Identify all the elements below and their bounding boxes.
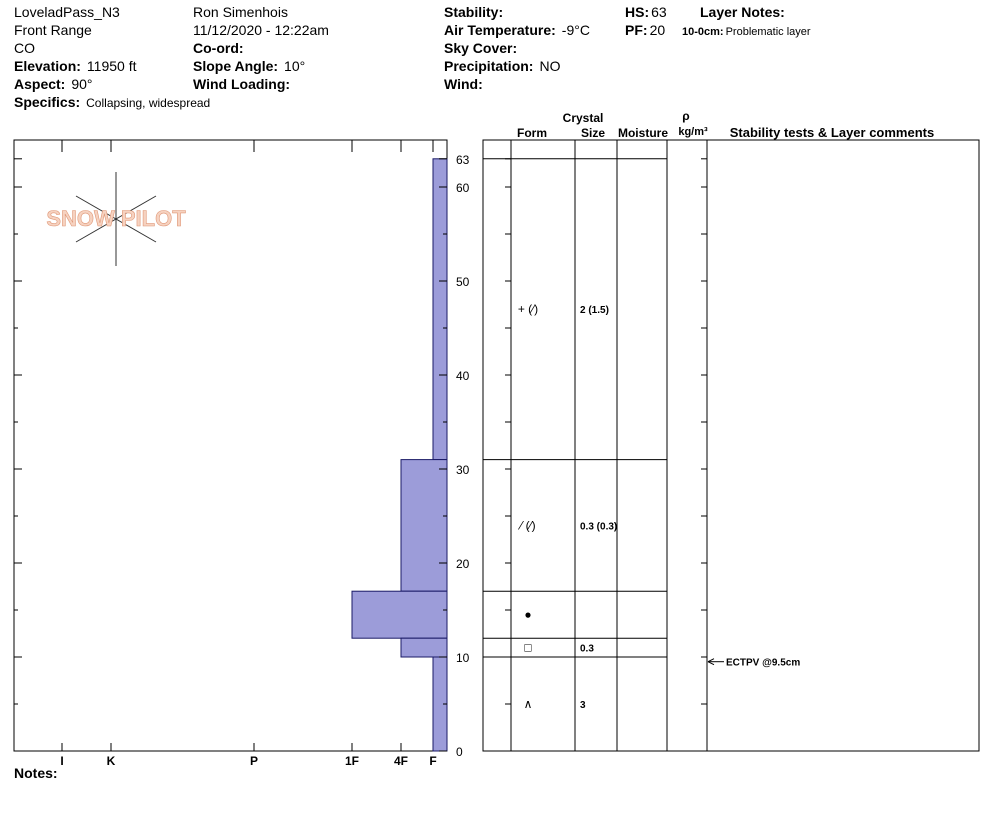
hardness-bar <box>400 637 448 658</box>
header-field: Slope Angle: 10° <box>193 58 305 74</box>
header-field: Front Range <box>14 22 92 38</box>
field-value: 10° <box>284 58 305 74</box>
y-tick-label: 60 <box>456 181 470 195</box>
field-label: Specifics: <box>14 94 80 110</box>
header-field: Stability: <box>444 4 503 20</box>
field-label: Sky Cover: <box>444 40 517 56</box>
grain-form: □ <box>524 641 531 655</box>
grain-form: ● <box>524 608 531 622</box>
column-header: ρ <box>682 109 689 123</box>
y-tick-label: 40 <box>456 369 470 383</box>
y-tick-label: 50 <box>456 275 470 289</box>
field-label: HS: <box>625 4 649 20</box>
header-field: Specifics: Collapsing, widespread <box>14 94 210 110</box>
layer-table-frame <box>482 139 980 752</box>
header-field: 11/12/2020 - 12:22am <box>193 22 329 38</box>
hardness-frame <box>13 139 448 752</box>
hardness-label: P <box>250 754 258 768</box>
header-field: Co-ord: <box>193 40 244 56</box>
field-value: Front Range <box>14 22 92 38</box>
header-field: Air Temperature: -9°C <box>444 22 590 38</box>
hardness-label: K <box>107 754 116 768</box>
field-value: 90° <box>71 76 92 92</box>
field-value: CO <box>14 40 35 56</box>
header-field: Precipitation: NO <box>444 58 561 74</box>
grain-size: 2 (1.5) <box>580 305 609 316</box>
field-label: Precipitation: <box>444 58 533 74</box>
field-value: LoveladPass_N3 <box>14 4 120 20</box>
field-label: PF: <box>625 22 648 38</box>
column-header: Crystal <box>563 111 604 125</box>
hardness-label: I <box>60 754 63 768</box>
field-label: Aspect: <box>14 76 65 92</box>
field-label: Co-ord: <box>193 40 244 56</box>
field-value: 11950 ft <box>87 58 137 74</box>
hardness-label: 1F <box>345 754 359 768</box>
hardness-label: F <box>429 754 436 768</box>
field-label: Wind: <box>444 76 483 92</box>
y-tick-label: 63 <box>456 153 470 167</box>
column-header: Size <box>581 126 605 140</box>
test-label: ECTPV @9.5cm <box>726 658 800 669</box>
y-tick-label: 10 <box>456 651 470 665</box>
header-field: Elevation: 11950 ft <box>14 58 137 74</box>
grain-size: 0.3 (0.3) <box>580 521 617 532</box>
y-tick-label: 30 <box>456 463 470 477</box>
field-value: -9°C <box>562 22 590 38</box>
test-arrowhead <box>707 658 715 666</box>
hardness-label: 4F <box>394 754 408 768</box>
notes-label: Notes: <box>14 765 58 781</box>
field-label: Elevation: <box>14 58 81 74</box>
hardness-bar <box>351 590 448 639</box>
header-field: Wind Loading: <box>193 76 290 92</box>
field-value: 63 <box>651 4 667 20</box>
logo: SNOW PILOT <box>46 206 186 231</box>
field-value: 11/12/2020 - 12:22am <box>193 22 329 38</box>
header-field: HS: 63 <box>625 4 667 20</box>
grain-form: + (⁄) <box>518 302 538 316</box>
grain-form: ⁄ (⁄) <box>517 518 535 532</box>
column-header: kg/m³ <box>678 126 708 138</box>
layer-note-label: 10-0cm: <box>682 26 724 38</box>
header-field: Ron Simenhois <box>193 4 288 20</box>
field-value: Ron Simenhois <box>193 4 288 20</box>
grain-form: ∧ <box>524 697 533 711</box>
layer-note: 10-0cm: Problematic layer <box>682 26 811 38</box>
hardness-bar <box>400 459 448 592</box>
layer-note-text: Problematic layer <box>726 26 811 38</box>
header-field: CO <box>14 40 35 56</box>
field-value: 20 <box>650 22 666 38</box>
header-field: PF: 20 <box>625 22 665 38</box>
field-value: Collapsing, widespread <box>86 96 210 110</box>
y-tick-label: 0 <box>456 745 463 759</box>
header-field: Sky Cover: <box>444 40 517 56</box>
field-value: NO <box>539 58 560 74</box>
field-label: Wind Loading: <box>193 76 290 92</box>
field-label: Air Temperature: <box>444 22 556 38</box>
layer-notes-title: Layer Notes: <box>700 4 785 20</box>
header-field: Aspect: 90° <box>14 76 93 92</box>
column-header: Form <box>517 126 547 140</box>
header-field: LoveladPass_N3 <box>14 4 120 20</box>
field-label: Slope Angle: <box>193 58 278 74</box>
hardness-bar <box>432 158 448 461</box>
field-label: Stability: <box>444 4 503 20</box>
column-header: Moisture <box>618 126 668 140</box>
logo-flake <box>75 172 157 266</box>
grain-size: 0.3 <box>580 644 594 655</box>
grain-size: 3 <box>580 700 586 711</box>
y-tick-label: 20 <box>456 557 470 571</box>
column-header: Stability tests & Layer comments <box>730 125 934 140</box>
header-field: Wind: <box>444 76 483 92</box>
